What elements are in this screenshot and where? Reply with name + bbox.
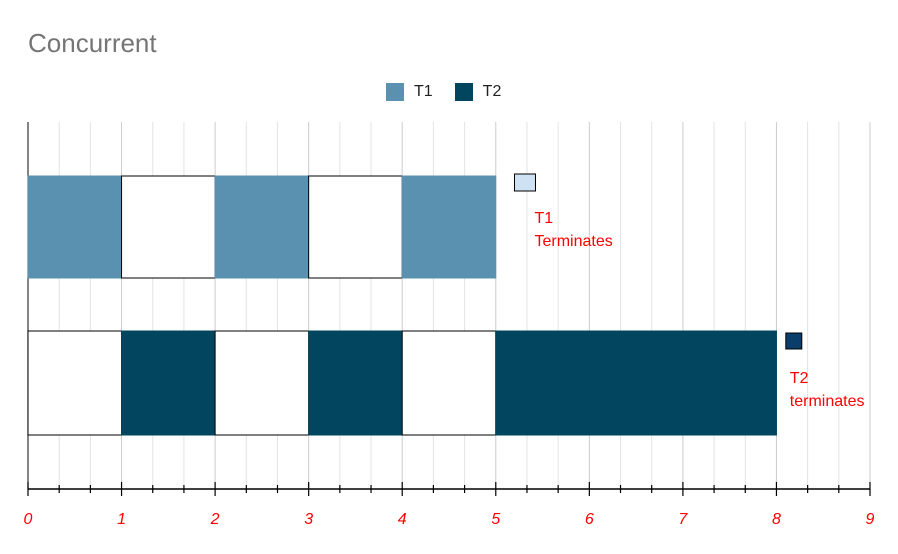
x-tick-label: 9 bbox=[866, 511, 875, 528]
chart-title: Concurrent bbox=[28, 28, 157, 58]
legend-swatch-t2 bbox=[454, 83, 473, 101]
annotation-t1-line-1: Terminates bbox=[534, 233, 612, 250]
bar-running-t1-0 bbox=[27, 175, 123, 279]
legend-swatch-t1 bbox=[386, 83, 404, 101]
bar-running-t1-2 bbox=[214, 175, 310, 279]
bar-idle-t2-4 bbox=[401, 330, 497, 436]
legend-item-t1[interactable]: T1 bbox=[386, 83, 433, 101]
x-tick-label: 1 bbox=[117, 511, 126, 528]
legend-item-t2[interactable]: T2 bbox=[454, 83, 502, 101]
x-tick-label: 4 bbox=[398, 511, 407, 528]
bar-idle-t2-0 bbox=[27, 330, 123, 436]
x-tick-label: 2 bbox=[210, 511, 220, 528]
x-tick-label: 5 bbox=[491, 511, 500, 528]
x-tick-label: 3 bbox=[304, 511, 313, 528]
bar-idle-t1-1 bbox=[121, 175, 216, 279]
x-tick-label: 6 bbox=[585, 511, 594, 528]
annotation-t2-line-1: terminates bbox=[790, 393, 865, 410]
bar-running-t2-1 bbox=[121, 330, 216, 436]
bar-running-t2-3 bbox=[308, 330, 403, 436]
bar-idle-t1-3 bbox=[308, 175, 403, 279]
legend-label-t1: T1 bbox=[414, 83, 433, 100]
bar-idle-t2-2 bbox=[214, 330, 310, 436]
annotation-t2-line-0: T2 bbox=[790, 370, 809, 387]
terminate-marker-t1 bbox=[513, 173, 536, 192]
x-tick-label: 8 bbox=[772, 511, 781, 528]
x-tick-label: 0 bbox=[24, 511, 33, 528]
bar-running-t1-4 bbox=[401, 175, 497, 279]
x-tick-label: 7 bbox=[678, 511, 688, 528]
legend-label-t2: T2 bbox=[482, 83, 502, 100]
bar-running-t2-5 bbox=[495, 330, 777, 436]
annotation-t1-line-0: T1 bbox=[534, 210, 553, 227]
legend: T1 T2 bbox=[386, 83, 523, 101]
terminate-marker-t2 bbox=[785, 332, 803, 350]
